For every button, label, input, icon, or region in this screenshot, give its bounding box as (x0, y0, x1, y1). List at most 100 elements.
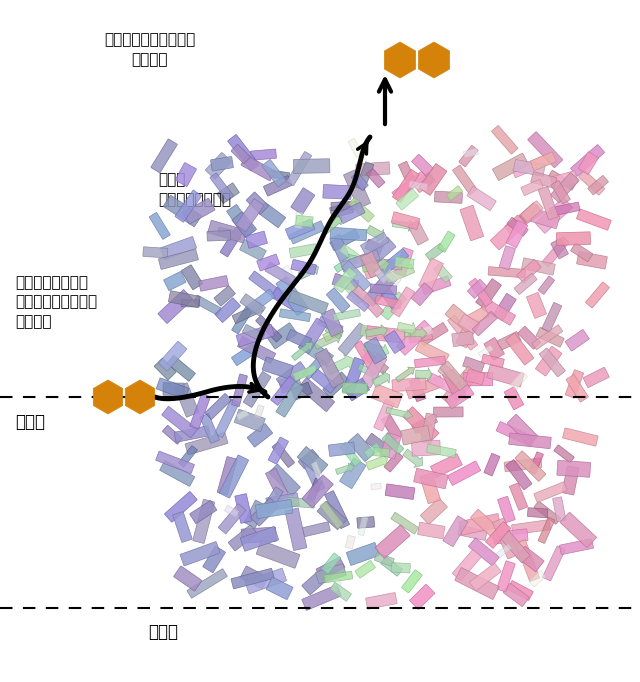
FancyBboxPatch shape (342, 357, 365, 395)
FancyBboxPatch shape (426, 243, 445, 261)
FancyBboxPatch shape (168, 291, 200, 308)
FancyBboxPatch shape (509, 433, 551, 449)
FancyBboxPatch shape (340, 458, 366, 488)
FancyBboxPatch shape (220, 228, 243, 257)
FancyBboxPatch shape (231, 145, 250, 164)
FancyBboxPatch shape (360, 325, 390, 340)
FancyBboxPatch shape (348, 434, 375, 462)
FancyBboxPatch shape (276, 361, 308, 390)
FancyBboxPatch shape (340, 250, 380, 272)
FancyBboxPatch shape (366, 326, 406, 343)
FancyBboxPatch shape (334, 267, 357, 293)
FancyBboxPatch shape (405, 376, 444, 399)
FancyBboxPatch shape (391, 563, 410, 573)
FancyBboxPatch shape (158, 341, 187, 371)
FancyBboxPatch shape (550, 202, 580, 216)
FancyBboxPatch shape (397, 321, 433, 355)
FancyBboxPatch shape (243, 325, 265, 342)
FancyBboxPatch shape (392, 378, 426, 391)
FancyBboxPatch shape (484, 338, 504, 360)
FancyBboxPatch shape (411, 283, 433, 306)
FancyBboxPatch shape (331, 201, 356, 211)
FancyBboxPatch shape (324, 572, 353, 582)
FancyBboxPatch shape (237, 336, 276, 364)
FancyBboxPatch shape (551, 239, 568, 259)
FancyBboxPatch shape (301, 455, 325, 492)
FancyBboxPatch shape (193, 499, 214, 544)
FancyBboxPatch shape (246, 192, 269, 214)
FancyBboxPatch shape (490, 215, 527, 250)
FancyBboxPatch shape (365, 433, 392, 457)
FancyBboxPatch shape (179, 446, 197, 467)
FancyBboxPatch shape (358, 516, 368, 535)
FancyBboxPatch shape (282, 265, 297, 285)
FancyBboxPatch shape (536, 346, 562, 376)
FancyBboxPatch shape (347, 291, 369, 312)
FancyBboxPatch shape (426, 444, 456, 458)
FancyBboxPatch shape (511, 520, 550, 535)
FancyBboxPatch shape (258, 203, 285, 228)
FancyBboxPatch shape (357, 516, 374, 529)
FancyBboxPatch shape (538, 276, 555, 295)
FancyBboxPatch shape (470, 509, 504, 542)
FancyBboxPatch shape (472, 312, 497, 336)
FancyBboxPatch shape (516, 546, 544, 572)
FancyBboxPatch shape (553, 497, 566, 522)
FancyBboxPatch shape (302, 585, 341, 610)
Polygon shape (403, 449, 422, 467)
FancyBboxPatch shape (493, 153, 529, 181)
FancyBboxPatch shape (199, 276, 228, 291)
FancyBboxPatch shape (265, 262, 296, 286)
FancyBboxPatch shape (543, 546, 565, 581)
FancyBboxPatch shape (528, 132, 563, 168)
FancyBboxPatch shape (256, 315, 282, 342)
FancyBboxPatch shape (428, 373, 457, 394)
FancyBboxPatch shape (235, 494, 252, 523)
FancyBboxPatch shape (214, 399, 239, 438)
FancyBboxPatch shape (200, 413, 220, 443)
FancyBboxPatch shape (512, 154, 550, 178)
FancyBboxPatch shape (291, 188, 315, 214)
FancyBboxPatch shape (330, 582, 351, 602)
FancyBboxPatch shape (542, 302, 562, 332)
FancyBboxPatch shape (488, 267, 525, 278)
FancyBboxPatch shape (288, 291, 328, 314)
FancyBboxPatch shape (442, 370, 466, 400)
FancyBboxPatch shape (459, 145, 478, 167)
FancyBboxPatch shape (217, 183, 239, 203)
FancyBboxPatch shape (234, 409, 265, 432)
FancyBboxPatch shape (447, 186, 463, 201)
FancyBboxPatch shape (315, 349, 344, 388)
FancyBboxPatch shape (515, 451, 546, 481)
FancyBboxPatch shape (163, 383, 184, 396)
FancyBboxPatch shape (279, 309, 310, 321)
FancyBboxPatch shape (250, 149, 276, 160)
FancyBboxPatch shape (185, 432, 228, 455)
FancyBboxPatch shape (379, 259, 402, 270)
FancyBboxPatch shape (486, 364, 524, 387)
Polygon shape (334, 254, 356, 273)
Polygon shape (323, 217, 342, 234)
FancyBboxPatch shape (421, 276, 451, 295)
FancyBboxPatch shape (360, 354, 387, 388)
FancyBboxPatch shape (412, 154, 433, 176)
FancyBboxPatch shape (302, 564, 334, 595)
FancyBboxPatch shape (294, 159, 330, 173)
FancyBboxPatch shape (391, 287, 415, 317)
FancyBboxPatch shape (331, 580, 341, 591)
FancyBboxPatch shape (470, 563, 501, 591)
FancyBboxPatch shape (330, 202, 354, 218)
FancyBboxPatch shape (578, 151, 598, 175)
FancyBboxPatch shape (210, 173, 234, 201)
FancyBboxPatch shape (325, 325, 343, 339)
FancyBboxPatch shape (381, 288, 401, 310)
FancyBboxPatch shape (257, 254, 280, 271)
FancyBboxPatch shape (344, 170, 371, 209)
FancyBboxPatch shape (324, 490, 349, 529)
FancyBboxPatch shape (340, 443, 361, 466)
FancyBboxPatch shape (262, 487, 283, 514)
FancyBboxPatch shape (180, 542, 220, 566)
FancyBboxPatch shape (531, 172, 557, 188)
FancyBboxPatch shape (513, 160, 545, 177)
FancyBboxPatch shape (529, 451, 543, 474)
